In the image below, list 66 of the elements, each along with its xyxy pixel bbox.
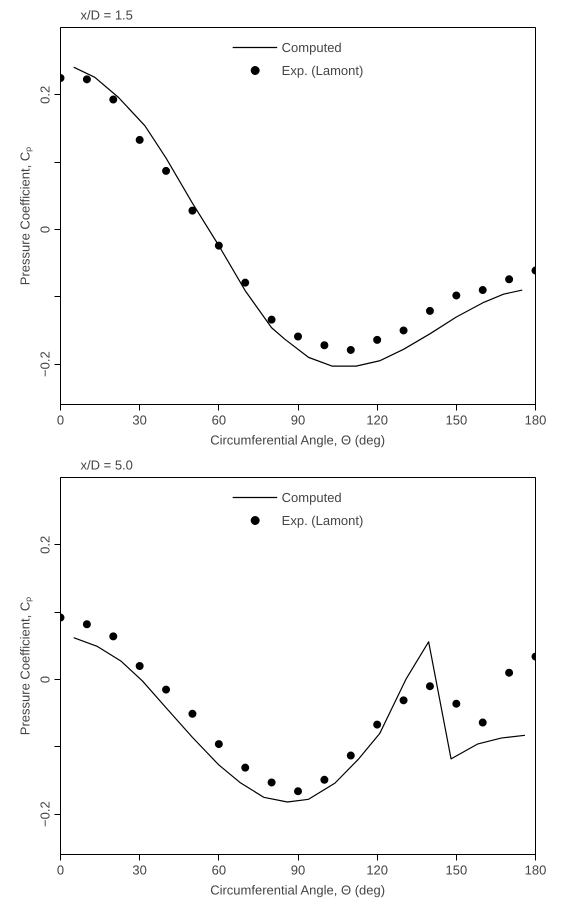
- point: [241, 278, 250, 287]
- x-tick-label: 0: [56, 412, 64, 428]
- point: [82, 620, 91, 628]
- point: [400, 326, 408, 334]
- chart-title: x/D = 5.0: [80, 458, 133, 472]
- point: [505, 275, 514, 284]
- legend-label: Exp. (Lamont): [282, 62, 364, 78]
- x-axis-title: Circumferential Angle, Θ (deg): [210, 432, 386, 448]
- point: [162, 166, 170, 175]
- x-tick-label: 150: [445, 862, 468, 878]
- point: [188, 710, 196, 718]
- point: [294, 332, 302, 340]
- point: [373, 720, 382, 729]
- point: [426, 306, 434, 315]
- y-tick-label: 0: [38, 676, 52, 684]
- point: [320, 776, 328, 784]
- x-tick-label: 120: [366, 412, 388, 428]
- legend-label: Computed: [282, 490, 342, 504]
- x-tick-label: 180: [524, 412, 546, 428]
- legend-label: Computed: [282, 40, 342, 54]
- point: [426, 682, 434, 690]
- x-tick-label: 90: [290, 412, 306, 428]
- point: [452, 700, 460, 708]
- point: [452, 291, 460, 300]
- legend-label: Exp. (Lamont): [282, 512, 364, 528]
- x-tick-label: 180: [524, 862, 546, 878]
- y-tick-label: −0.2: [38, 801, 52, 827]
- x-tick-label: 30: [132, 862, 147, 878]
- y-tick-label: 0.2: [38, 86, 52, 104]
- point: [346, 752, 355, 760]
- point: [214, 740, 223, 748]
- point: [373, 336, 382, 344]
- x-tick-label: 150: [445, 412, 468, 428]
- point: [478, 718, 487, 727]
- y-tick-label: −0.2: [38, 351, 52, 377]
- point: [346, 346, 355, 354]
- x-tick-label: 90: [290, 862, 306, 878]
- x-tick-label: 0: [56, 862, 64, 878]
- point: [478, 286, 487, 294]
- x-axis-title: Circumferential Angle, Θ (deg): [210, 882, 386, 898]
- x-tick-label: 120: [366, 862, 388, 878]
- y-axis-title: Pressure Coefficient, Cₚ: [18, 146, 34, 286]
- point: [109, 96, 118, 104]
- x-tick-label: 60: [212, 412, 226, 428]
- point: [136, 136, 144, 144]
- line-series: [73, 66, 523, 367]
- point: [82, 75, 91, 84]
- chart-title: x/D = 1.5: [80, 8, 133, 22]
- point: [241, 764, 250, 772]
- point: [162, 686, 170, 694]
- y-tick-label: 0.2: [38, 536, 52, 554]
- point: [320, 341, 328, 350]
- y-tick-label: 0: [38, 226, 52, 234]
- point: [268, 778, 276, 786]
- point: [188, 206, 196, 215]
- point: [214, 242, 223, 250]
- line-series: [73, 637, 526, 803]
- x-tick-label: 30: [132, 412, 147, 428]
- point: [505, 668, 514, 677]
- x-tick-label: 60: [212, 862, 226, 878]
- point: [109, 632, 118, 640]
- point: [268, 316, 276, 324]
- point: [294, 787, 302, 796]
- point: [400, 696, 408, 704]
- y-axis-title: Pressure Coefficient, Cₚ: [18, 596, 34, 736]
- point: [136, 662, 144, 670]
